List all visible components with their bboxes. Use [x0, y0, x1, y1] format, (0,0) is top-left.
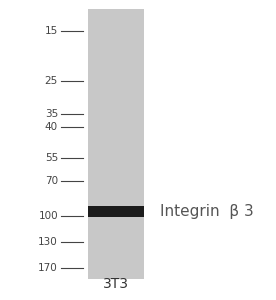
- Text: 170: 170: [38, 263, 58, 273]
- Text: 40: 40: [45, 122, 58, 132]
- Text: 55: 55: [45, 153, 58, 163]
- Text: 25: 25: [45, 76, 58, 86]
- Bar: [88, 206, 144, 217]
- Text: 15: 15: [45, 26, 58, 36]
- Text: 100: 100: [38, 211, 58, 221]
- Bar: [88, 9, 144, 279]
- Text: 70: 70: [45, 176, 58, 186]
- Text: 130: 130: [38, 237, 58, 247]
- Text: Integrin  β 3: Integrin β 3: [160, 204, 254, 219]
- Text: 35: 35: [45, 109, 58, 118]
- Text: 3T3: 3T3: [103, 277, 129, 291]
